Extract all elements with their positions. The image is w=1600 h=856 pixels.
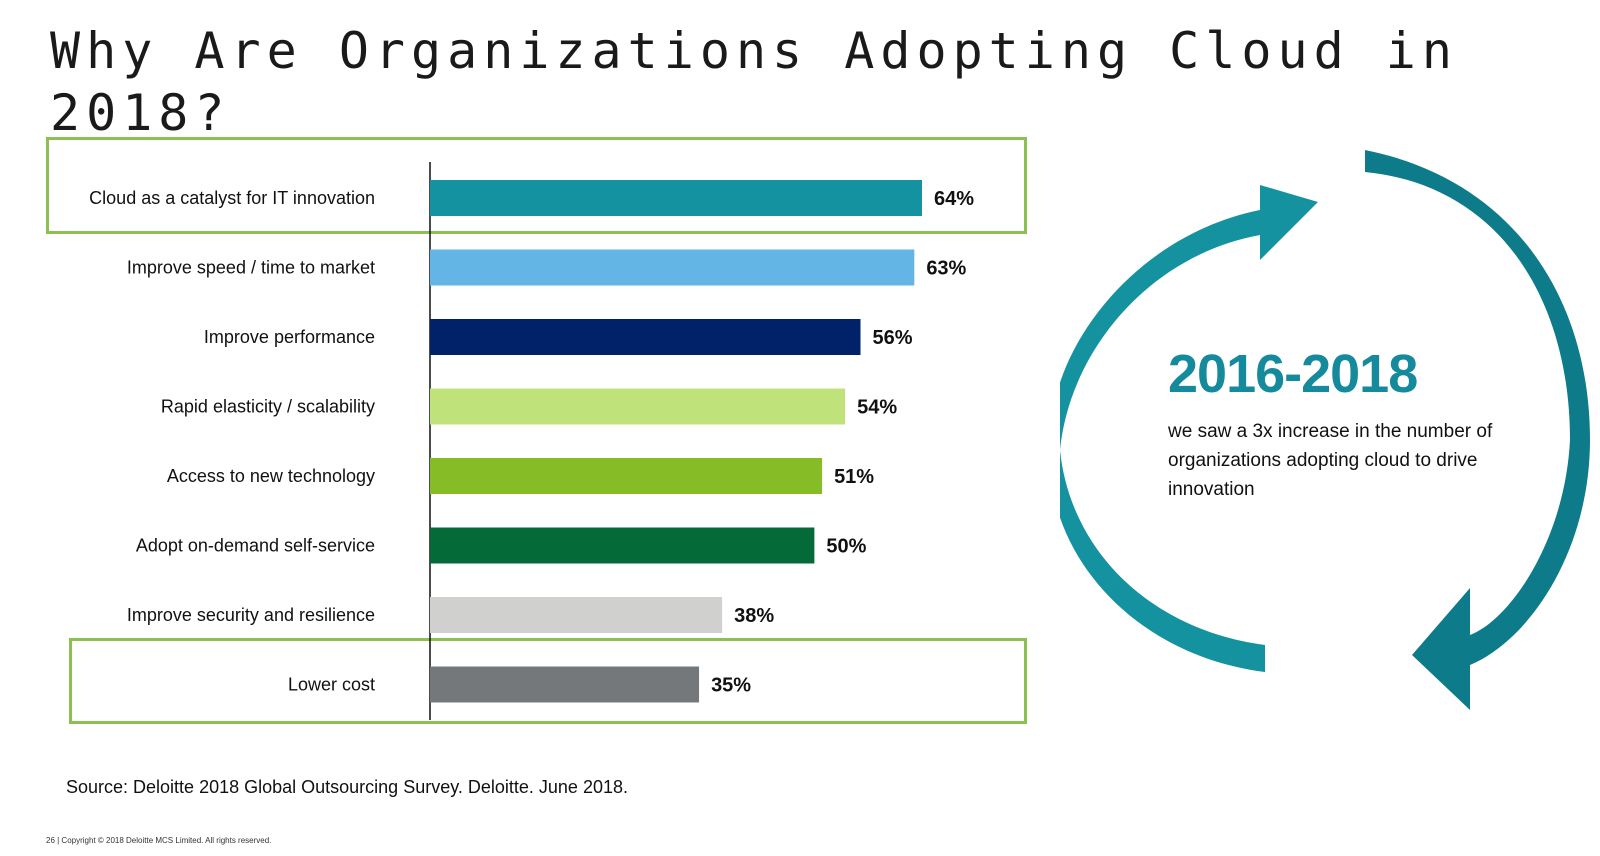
value-label-6: 50% bbox=[826, 536, 866, 558]
callout-text: we saw a 3x increase in the number of or… bbox=[1168, 421, 1493, 500]
cycle-arrow-left bbox=[1060, 185, 1318, 672]
bar-7 bbox=[430, 597, 723, 633]
value-label-3: 56% bbox=[873, 327, 913, 349]
value-label-7: 38% bbox=[734, 605, 774, 627]
bar-2 bbox=[430, 249, 915, 286]
value-label-1: 64% bbox=[934, 188, 974, 210]
bars-group: Cloud as a catalyst for IT innovation 64%… bbox=[89, 180, 974, 703]
highlight-box-top bbox=[46, 137, 1027, 234]
category-label-5: Access to new technology bbox=[167, 466, 375, 486]
category-label-8: Lower cost bbox=[288, 675, 375, 695]
bar-1 bbox=[430, 180, 922, 216]
bar-5 bbox=[430, 458, 823, 494]
category-label-4: Rapid elasticity / scalability bbox=[161, 397, 375, 417]
category-label-3: Improve performance bbox=[204, 327, 375, 347]
value-label-5: 51% bbox=[834, 466, 874, 488]
source-note: Source: Deloitte 2018 Global Outsourcing… bbox=[66, 777, 628, 797]
copyright-note: 26 | Copyright © 2018 Deloitte MCS Limit… bbox=[46, 836, 272, 845]
bar-3 bbox=[430, 319, 861, 355]
value-label-8: 35% bbox=[711, 675, 751, 697]
category-label-7: Improve security and resilience bbox=[127, 605, 375, 625]
category-label-2: Improve speed / time to market bbox=[127, 258, 375, 278]
value-label-4: 54% bbox=[857, 397, 897, 419]
cycle-arrow-right bbox=[1365, 150, 1590, 710]
highlight-box-bottom bbox=[69, 638, 1027, 724]
category-label-1: Cloud as a catalyst for IT innovation bbox=[89, 188, 375, 208]
bar-chart: Cloud as a catalyst for IT innovation 64%… bbox=[89, 162, 974, 720]
bar-6 bbox=[430, 527, 815, 564]
callout-period: 2016-2018 bbox=[1168, 344, 1418, 404]
bar-8 bbox=[430, 666, 700, 703]
bar-4 bbox=[430, 388, 846, 425]
slide-title: Why Are Organizations Adopting Cloud in … bbox=[50, 22, 1458, 142]
cycle-arrows-graphic bbox=[1060, 150, 1590, 710]
category-label-6: Adopt on-demand self-service bbox=[136, 536, 375, 556]
value-label-2: 63% bbox=[926, 258, 966, 280]
